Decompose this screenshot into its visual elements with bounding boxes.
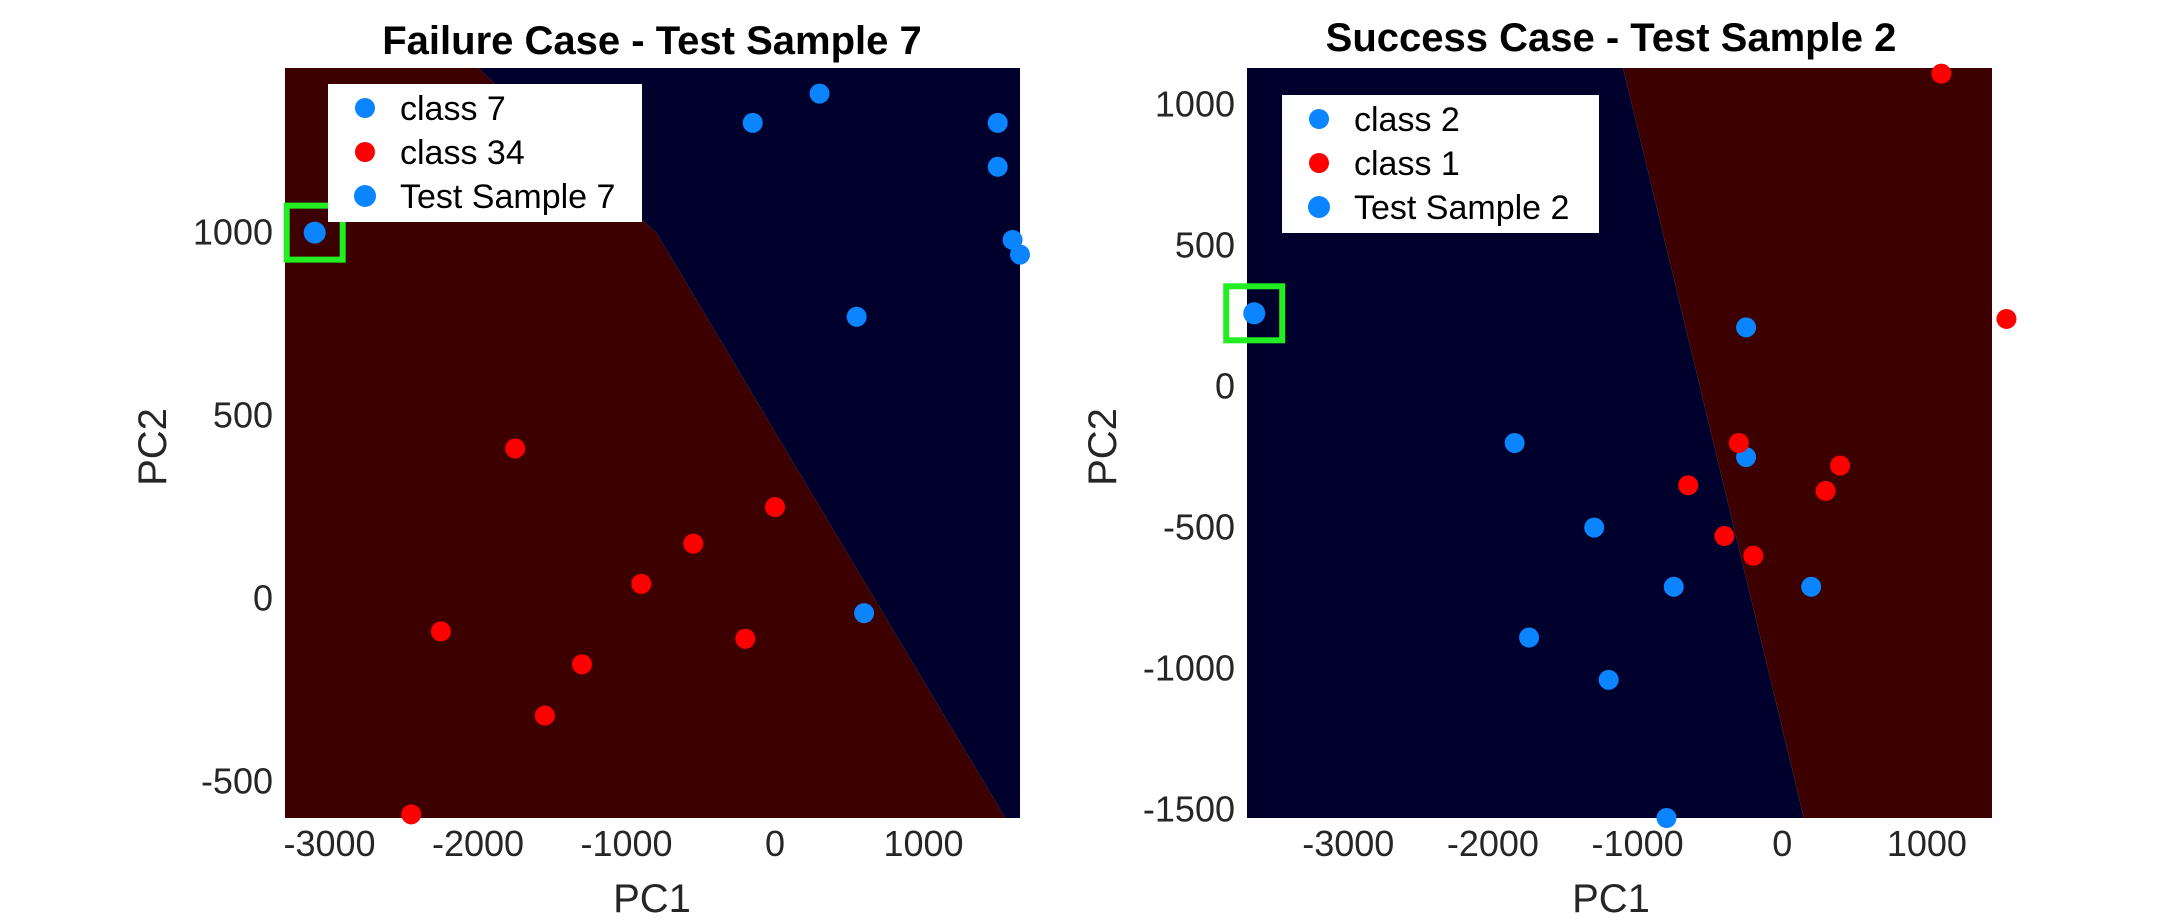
data-point-series-1 bbox=[1815, 480, 1836, 501]
data-point-series-0 bbox=[846, 306, 867, 327]
y-tick-label: 1000 bbox=[1155, 84, 1235, 125]
data-point-series-1 bbox=[571, 654, 592, 675]
x-tick-label: -3000 bbox=[1302, 823, 1394, 864]
x-tick-label: 1000 bbox=[883, 823, 963, 864]
data-point-series-0 bbox=[1736, 317, 1757, 338]
legend-marker bbox=[355, 98, 375, 118]
data-point-series-1 bbox=[735, 628, 756, 649]
data-point-series-0 bbox=[854, 603, 875, 624]
y-tick-label: 1000 bbox=[193, 212, 273, 253]
legend-entry: class 7 bbox=[400, 90, 506, 128]
plot-area: -3000 -2000 -1000 0 1000 -500 0 500 1000 class 7 c… bbox=[193, 68, 1030, 864]
panel-title: Success Case - Test Sample 2 bbox=[1326, 16, 1897, 60]
data-point-series-1 bbox=[1996, 308, 2017, 329]
legend-entry: Test Sample 7 bbox=[400, 178, 615, 216]
data-point-series-1 bbox=[1931, 63, 1952, 84]
test-sample-point bbox=[1243, 302, 1266, 325]
data-point-series-0 bbox=[1598, 669, 1619, 690]
legend-marker bbox=[355, 142, 375, 162]
data-point-series-1 bbox=[1678, 475, 1699, 496]
x-tick-label: -2000 bbox=[432, 823, 524, 864]
data-point-series-0 bbox=[809, 83, 830, 104]
x-tick-label: -1000 bbox=[1592, 823, 1684, 864]
data-point-series-0 bbox=[987, 156, 1008, 177]
y-tick-label: 500 bbox=[1175, 225, 1235, 266]
legend-entry: class 1 bbox=[1354, 145, 1460, 183]
data-point-series-1 bbox=[534, 705, 555, 726]
x-axis-label: PC1 bbox=[613, 877, 691, 921]
data-point-series-1 bbox=[430, 621, 451, 642]
x-tick-label: 0 bbox=[765, 823, 785, 864]
data-point-series-1 bbox=[765, 497, 785, 518]
data-point-series-1 bbox=[1714, 526, 1735, 547]
success-case-panel: Success Case - Test Sample 2 -3000 -2000-… bbox=[1081, 16, 2017, 921]
y-tick-label: 500 bbox=[213, 395, 273, 436]
legend-box bbox=[1282, 95, 1599, 233]
x-axis-label: PC1 bbox=[1572, 877, 1650, 921]
legend-marker bbox=[1309, 153, 1329, 173]
decision-region-left bbox=[1247, 68, 1804, 818]
data-point-series-0 bbox=[1663, 576, 1684, 597]
data-point-series-1 bbox=[1830, 455, 1851, 476]
decision-region-right bbox=[1623, 68, 1992, 818]
highlight-box bbox=[1223, 283, 1286, 344]
plot-area: -3000 -2000 -1000 0 1000 -1500 -1000 -500 0 500 10… bbox=[1143, 63, 2017, 864]
data-point-series-0 bbox=[987, 112, 1008, 133]
y-tick-label: 0 bbox=[253, 577, 273, 618]
legend-marker bbox=[1309, 109, 1329, 129]
data-point-series-1 bbox=[1728, 433, 1749, 453]
data-point-series-1 bbox=[631, 573, 652, 594]
data-point-series-0 bbox=[1584, 517, 1605, 538]
x-tick-label: 0 bbox=[1772, 823, 1792, 864]
decision-region-right bbox=[478, 68, 1020, 818]
y-axis-label: PC2 bbox=[1081, 408, 1125, 486]
y-tick-label: -1000 bbox=[1143, 648, 1235, 689]
data-point-series-0 bbox=[1010, 244, 1030, 265]
data-point-series-0 bbox=[1801, 576, 1822, 597]
legend-entry: class 34 bbox=[400, 134, 525, 172]
legend-marker bbox=[1308, 196, 1330, 218]
x-tick-label: -1000 bbox=[580, 823, 672, 864]
y-tick-label: -500 bbox=[1163, 507, 1235, 548]
highlight-box bbox=[283, 202, 346, 263]
legend-entry: class 2 bbox=[1354, 101, 1460, 139]
failure-case-panel: Failure Case - Test Sample 7 -3000 -2000-… bbox=[131, 19, 1030, 921]
data-point-series-0 bbox=[742, 112, 763, 133]
legend-entry: Test Sample 2 bbox=[1354, 189, 1569, 227]
y-tick-label: 0 bbox=[1215, 366, 1235, 407]
data-point-series-1 bbox=[683, 533, 704, 554]
test-sample-point bbox=[303, 221, 326, 244]
legend-marker bbox=[354, 185, 376, 207]
data-point-series-0 bbox=[1656, 808, 1677, 828]
y-tick-label: -500 bbox=[201, 760, 273, 801]
x-tick-label: -3000 bbox=[284, 823, 376, 864]
panel-title: Failure Case - Test Sample 7 bbox=[382, 19, 921, 63]
y-tick-label: -1500 bbox=[1143, 789, 1235, 830]
data-point-series-1 bbox=[401, 804, 422, 825]
data-point-series-1 bbox=[1743, 545, 1764, 566]
data-point-series-0 bbox=[1519, 627, 1540, 648]
legend-box bbox=[328, 84, 642, 222]
decision-region-left bbox=[285, 68, 1006, 818]
data-point-series-1 bbox=[505, 438, 526, 459]
y-axis-label: PC2 bbox=[131, 408, 175, 486]
x-tick-label: 1000 bbox=[1887, 823, 1967, 864]
data-point-series-0 bbox=[1504, 433, 1525, 453]
x-tick-label: -2000 bbox=[1447, 823, 1539, 864]
